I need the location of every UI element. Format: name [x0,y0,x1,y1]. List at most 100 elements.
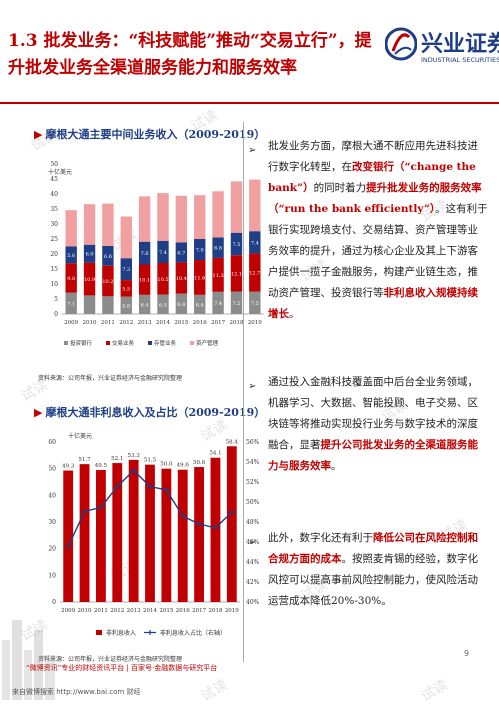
chart1-ytick: 50 [50,161,58,168]
slide-title: 1.3 批发业务：“科技赋能”推动“交易立行”，提升批发业务全渠道服务能力和服务… [8,31,372,78]
chart1-data-label: 7.4 [159,250,167,256]
chart1-data-label: 11.3 [213,273,224,279]
logo-mark-icon [385,27,417,61]
chart2-xtick: 2019 [225,608,239,614]
chart1-xtick: 2011 [101,320,115,326]
chart1-bar-segment [175,293,188,314]
chart2-line-marker [180,514,185,519]
chart1-xtick: 2017 [211,320,225,326]
chart1-data-label: 10.1 [139,278,150,284]
bullet-3-highlight: 降低公司在风险控制和合规方面的成本 [268,532,478,565]
chart2-ytick-right: 56% [246,439,260,446]
chart1-bar-segment [212,191,224,238]
chart1-data-label: 6.8 [177,302,185,308]
chart2-line-marker [197,522,202,526]
chart1-unit: 十亿美元 [48,168,72,176]
column-divider [243,122,244,662]
chart2-ytick-right: 54% [246,459,260,466]
bullet-3-part: 。按照麦肯锡的经验，数字化风控可以提高事前风险控制能力，使风险活动运营成本降低2… [268,553,478,607]
chart1-bar-segment [194,294,206,314]
chart1-data-label: 6.5 [159,302,167,308]
chart1-bar-segment [157,193,169,241]
bullet-1-part: 。 [289,308,300,320]
chart2-data-label: 49.3 [62,464,75,470]
chart2-ytick-left: 50 [48,466,56,473]
chart2-line-marker [131,468,136,473]
bullet-1-part: 。这有利于银行实现跨境支付、交易结算、资产管理等业务效率的提升，通过为核心企业及… [268,203,488,299]
chart2-bar [177,469,188,602]
chart1-bar-segment [212,291,224,314]
chart1-data-label: 7.5 [232,301,240,307]
chart1-bar-segment [249,179,261,232]
chart1-ytick: 15 [50,266,58,273]
chart1-xtick: 2018 [229,320,243,326]
page-number: 9 [464,649,470,658]
chart1-bar-segment [175,195,188,243]
chart1-ytick: 0 [54,311,58,318]
chart2-legend-swatch [144,630,156,635]
bullet-1-highlight: 提升批发业务的服务效率（“run the bank efficiently”） [268,182,482,215]
chart1-bar-segment [175,242,188,263]
bullet-3: ➢ 此外，数字化还有利于降低公司在风险控制和合规方面的成本。按照麦肯锡的经验，数… [248,528,488,612]
chart1-bar-segment [249,231,261,254]
chart1-legend-swatch [106,341,110,345]
chart1-bar-segment [194,239,206,260]
logo-name-en: INDUSTRIAL SECURITIES [421,56,499,64]
footer-line-1[interactable]: “微博资讯”专业的财经资讯平台 | 百家号·金融数据与研究平台 [26,664,218,672]
chart1-bar-segment [83,295,96,314]
chart2-bar [194,467,204,602]
chart2-xtick: 2010 [78,608,92,614]
chart1-ytick: 10 [50,281,58,288]
chart1-bar-segment [230,291,243,314]
bullet-arrow-icon: ➢ [248,381,257,392]
chart1-bar-segment [138,196,151,242]
chart1-bar-segment [175,262,188,294]
chart2-data-label: 49.6 [177,463,190,469]
chart2-data-label: 51.7 [78,457,91,463]
chart2-title: ▶ 摩根大通非利息收入及占比（2009-2019） [34,404,265,420]
chart2-line-marker [148,484,152,489]
chart1-ytick: 5 [54,296,58,303]
bullet-1-text: 批发业务方面，摩根大通不断应用先进科技进行数字化转型，在改变银行（“change… [268,136,488,325]
chart1-bar-segment [138,241,151,265]
chart2-unit: 十亿美元 [68,432,92,440]
chart1-bar-segment [212,237,224,258]
chart1-data-label: 6.0 [86,252,94,258]
chart1-data-label: 6.4 [196,302,204,308]
chart1-data-label: 7.6 [141,251,149,257]
chart1-bar-segment [102,203,114,246]
chart1-data-label: 6.4 [141,302,149,308]
chart1-bar-segment [157,294,169,314]
watermark: 试读 [198,676,231,705]
chart2-bar [79,464,90,602]
chart1-xtick: 2009 [64,320,78,326]
chart1-bar-segment [249,253,261,292]
chart1-data-label: 9.8 [67,276,75,282]
chart1-data-label: 7.0 [196,248,204,254]
chart2-data-label: 51.5 [144,458,157,464]
chart1-data-label: 7.4 [251,240,259,246]
chart1-xtick: 2010 [83,320,97,326]
footer-line-2[interactable]: 来自微博搜索 http://www.bai.com 财经 [12,688,141,696]
chart1-data-label: 12.1 [231,271,242,277]
chart2-ytick-right: 48% [246,519,260,526]
chart2-line-marker [229,510,234,515]
bullet-1-part: 批发业务方面，摩根大通不断应用先进科技进行数字化转型，在 [268,140,478,173]
chart1-data-label: 7.3 [122,267,130,273]
bullet-3-text: 此外，数字化还有利于降低公司在风险控制和合规方面的成本。按照麦肯锡的经验，数字化… [268,528,488,612]
chart2-ytick-left: 10 [48,572,56,579]
chart2-legend-swatch [96,630,102,635]
chart1-title-text: 摩根大通主要中间业务收入（2009-2019） [45,128,266,141]
chart1-legend-label: 资产管理 [196,339,219,347]
chart1-data-label: 7.4 [214,301,222,307]
chart2-bar [96,470,106,602]
chart2-ytick-right: 44% [246,559,260,566]
chart2-xtick: 2016 [176,608,190,614]
chart2-data-label: 54.1 [209,451,221,457]
chart2-data-label: 50.0 [160,462,173,468]
chart1-ytick: 30 [50,221,58,228]
chart1-ytick: 20 [50,251,58,258]
bullet-2: ➢ 通过投入金融科技覆盖面中后台全业务领域，机器学习、大数据、智能投顾、电子交易… [248,372,488,477]
chart1-bar-segment [120,280,132,297]
chart1-legend-label: 投资银行 [70,339,93,347]
